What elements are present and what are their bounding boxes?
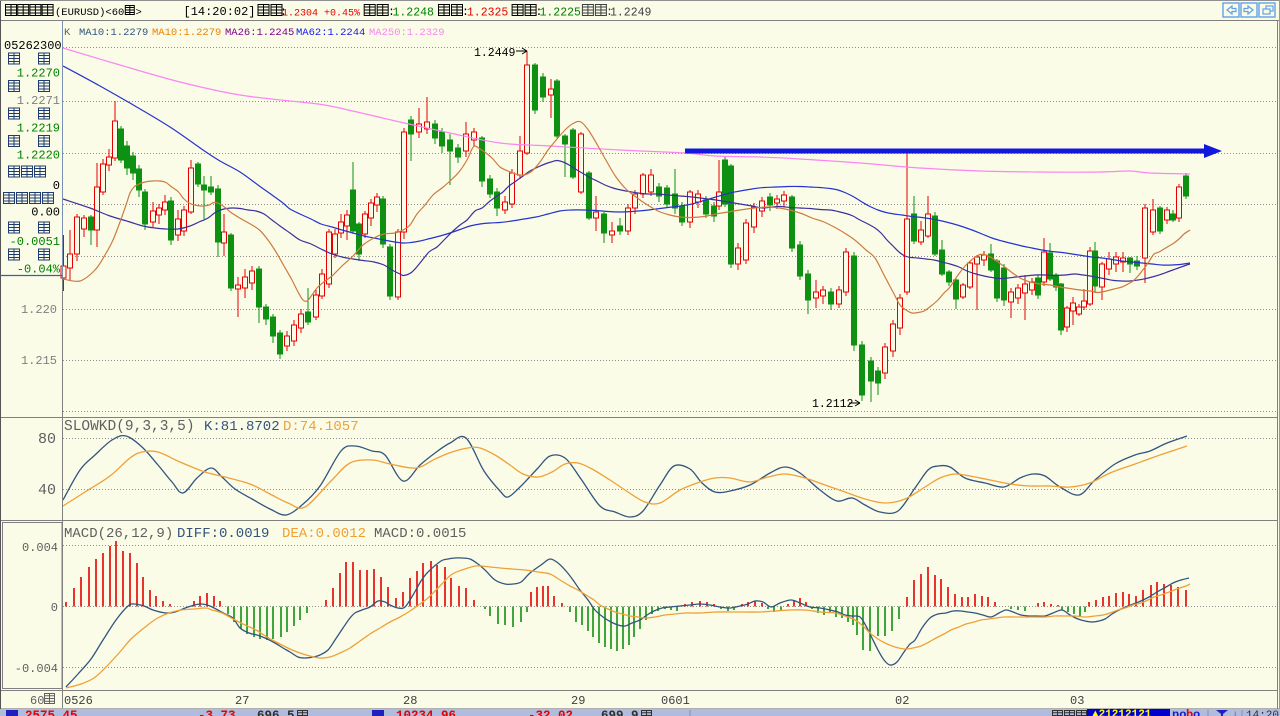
svg-text:1.2271: 1.2271 bbox=[17, 94, 60, 108]
svg-text:1.2225: 1.2225 bbox=[540, 7, 582, 20]
svg-text:02: 02 bbox=[895, 694, 909, 708]
svg-text::: : bbox=[462, 6, 469, 19]
svg-text:40: 40 bbox=[38, 482, 56, 499]
svg-text:2575.45: 2575.45 bbox=[25, 709, 78, 716]
svg-text:[14:20:02]: [14:20:02] bbox=[184, 5, 256, 19]
svg-text:-0.0051: -0.0051 bbox=[10, 235, 60, 249]
svg-text:>: > bbox=[136, 7, 142, 19]
svg-text:MACD(26,12,9): MACD(26,12,9) bbox=[64, 526, 173, 542]
svg-text::: : bbox=[536, 6, 543, 19]
svg-text:80: 80 bbox=[38, 431, 56, 448]
svg-text:DEA:0.0012: DEA:0.0012 bbox=[282, 526, 366, 542]
svg-text:SLOWKD(9,3,3,5): SLOWKD(9,3,3,5) bbox=[64, 419, 195, 435]
svg-text:10234.96: 10234.96 bbox=[396, 709, 456, 716]
svg-text:29: 29 bbox=[571, 694, 585, 708]
svg-text:o: o bbox=[1193, 708, 1200, 716]
svg-text:D:74.1057: D:74.1057 bbox=[283, 419, 359, 435]
svg-text::: : bbox=[280, 6, 287, 19]
svg-text:699.9: 699.9 bbox=[601, 709, 639, 716]
svg-text:1.215: 1.215 bbox=[21, 354, 57, 368]
svg-text:b: b bbox=[1186, 708, 1193, 716]
svg-text:1.2449: 1.2449 bbox=[474, 47, 516, 60]
svg-text:DIFF:0.0019: DIFF:0.0019 bbox=[177, 526, 269, 542]
svg-text:-32.02: -32.02 bbox=[528, 709, 573, 716]
svg-text:-0.04%: -0.04% bbox=[17, 263, 61, 277]
svg-text:27: 27 bbox=[235, 694, 249, 708]
svg-text:MA62:1.2244: MA62:1.2244 bbox=[296, 27, 365, 39]
svg-text:14:20: 14:20 bbox=[1246, 710, 1279, 716]
svg-text:0.00: 0.00 bbox=[31, 206, 60, 220]
svg-text:K:81.8702: K:81.8702 bbox=[204, 419, 280, 435]
svg-text:0526: 0526 bbox=[64, 694, 93, 708]
svg-text:0.004: 0.004 bbox=[22, 541, 58, 555]
svg-text:1.2249: 1.2249 bbox=[610, 7, 652, 20]
svg-text:▲21212121: ▲21212121 bbox=[1092, 709, 1152, 716]
svg-text:1.2219: 1.2219 bbox=[17, 122, 60, 136]
svg-text:K: K bbox=[64, 27, 71, 39]
svg-text:↓: ↓ bbox=[1232, 710, 1238, 716]
svg-text:1.2325: 1.2325 bbox=[467, 7, 509, 20]
svg-text:03: 03 bbox=[1070, 694, 1084, 708]
svg-text:-3.73: -3.73 bbox=[198, 709, 236, 716]
svg-text::: : bbox=[606, 6, 613, 19]
svg-text:MA10:1.2279: MA10:1.2279 bbox=[79, 27, 148, 39]
svg-text:60: 60 bbox=[30, 694, 44, 708]
svg-text:0601: 0601 bbox=[661, 694, 690, 708]
svg-text:696.5: 696.5 bbox=[257, 709, 295, 716]
svg-text:1.220: 1.220 bbox=[21, 303, 57, 317]
svg-text:1.2270: 1.2270 bbox=[17, 67, 60, 81]
svg-text:05262300: 05262300 bbox=[4, 39, 62, 53]
svg-text:1.2112: 1.2112 bbox=[812, 398, 854, 411]
svg-text:1.2248: 1.2248 bbox=[393, 7, 435, 20]
svg-text:-0.004: -0.004 bbox=[15, 662, 58, 676]
svg-text:po: po bbox=[1172, 708, 1186, 716]
svg-text:28: 28 bbox=[403, 694, 417, 708]
svg-text:MA10:1.2279: MA10:1.2279 bbox=[152, 27, 221, 39]
svg-text:MA250:1.2329: MA250:1.2329 bbox=[369, 27, 445, 39]
svg-text:1.2220: 1.2220 bbox=[17, 149, 60, 163]
svg-text::: : bbox=[388, 6, 395, 19]
svg-text:0: 0 bbox=[51, 601, 58, 615]
svg-text:(EURUSD)<60: (EURUSD)<60 bbox=[55, 7, 124, 19]
svg-text:MA26:1.2245: MA26:1.2245 bbox=[225, 27, 294, 39]
svg-text:1.2304 +0.45%: 1.2304 +0.45% bbox=[282, 9, 360, 20]
svg-text:0: 0 bbox=[53, 179, 60, 193]
svg-text:MACD:0.0015: MACD:0.0015 bbox=[374, 526, 466, 542]
